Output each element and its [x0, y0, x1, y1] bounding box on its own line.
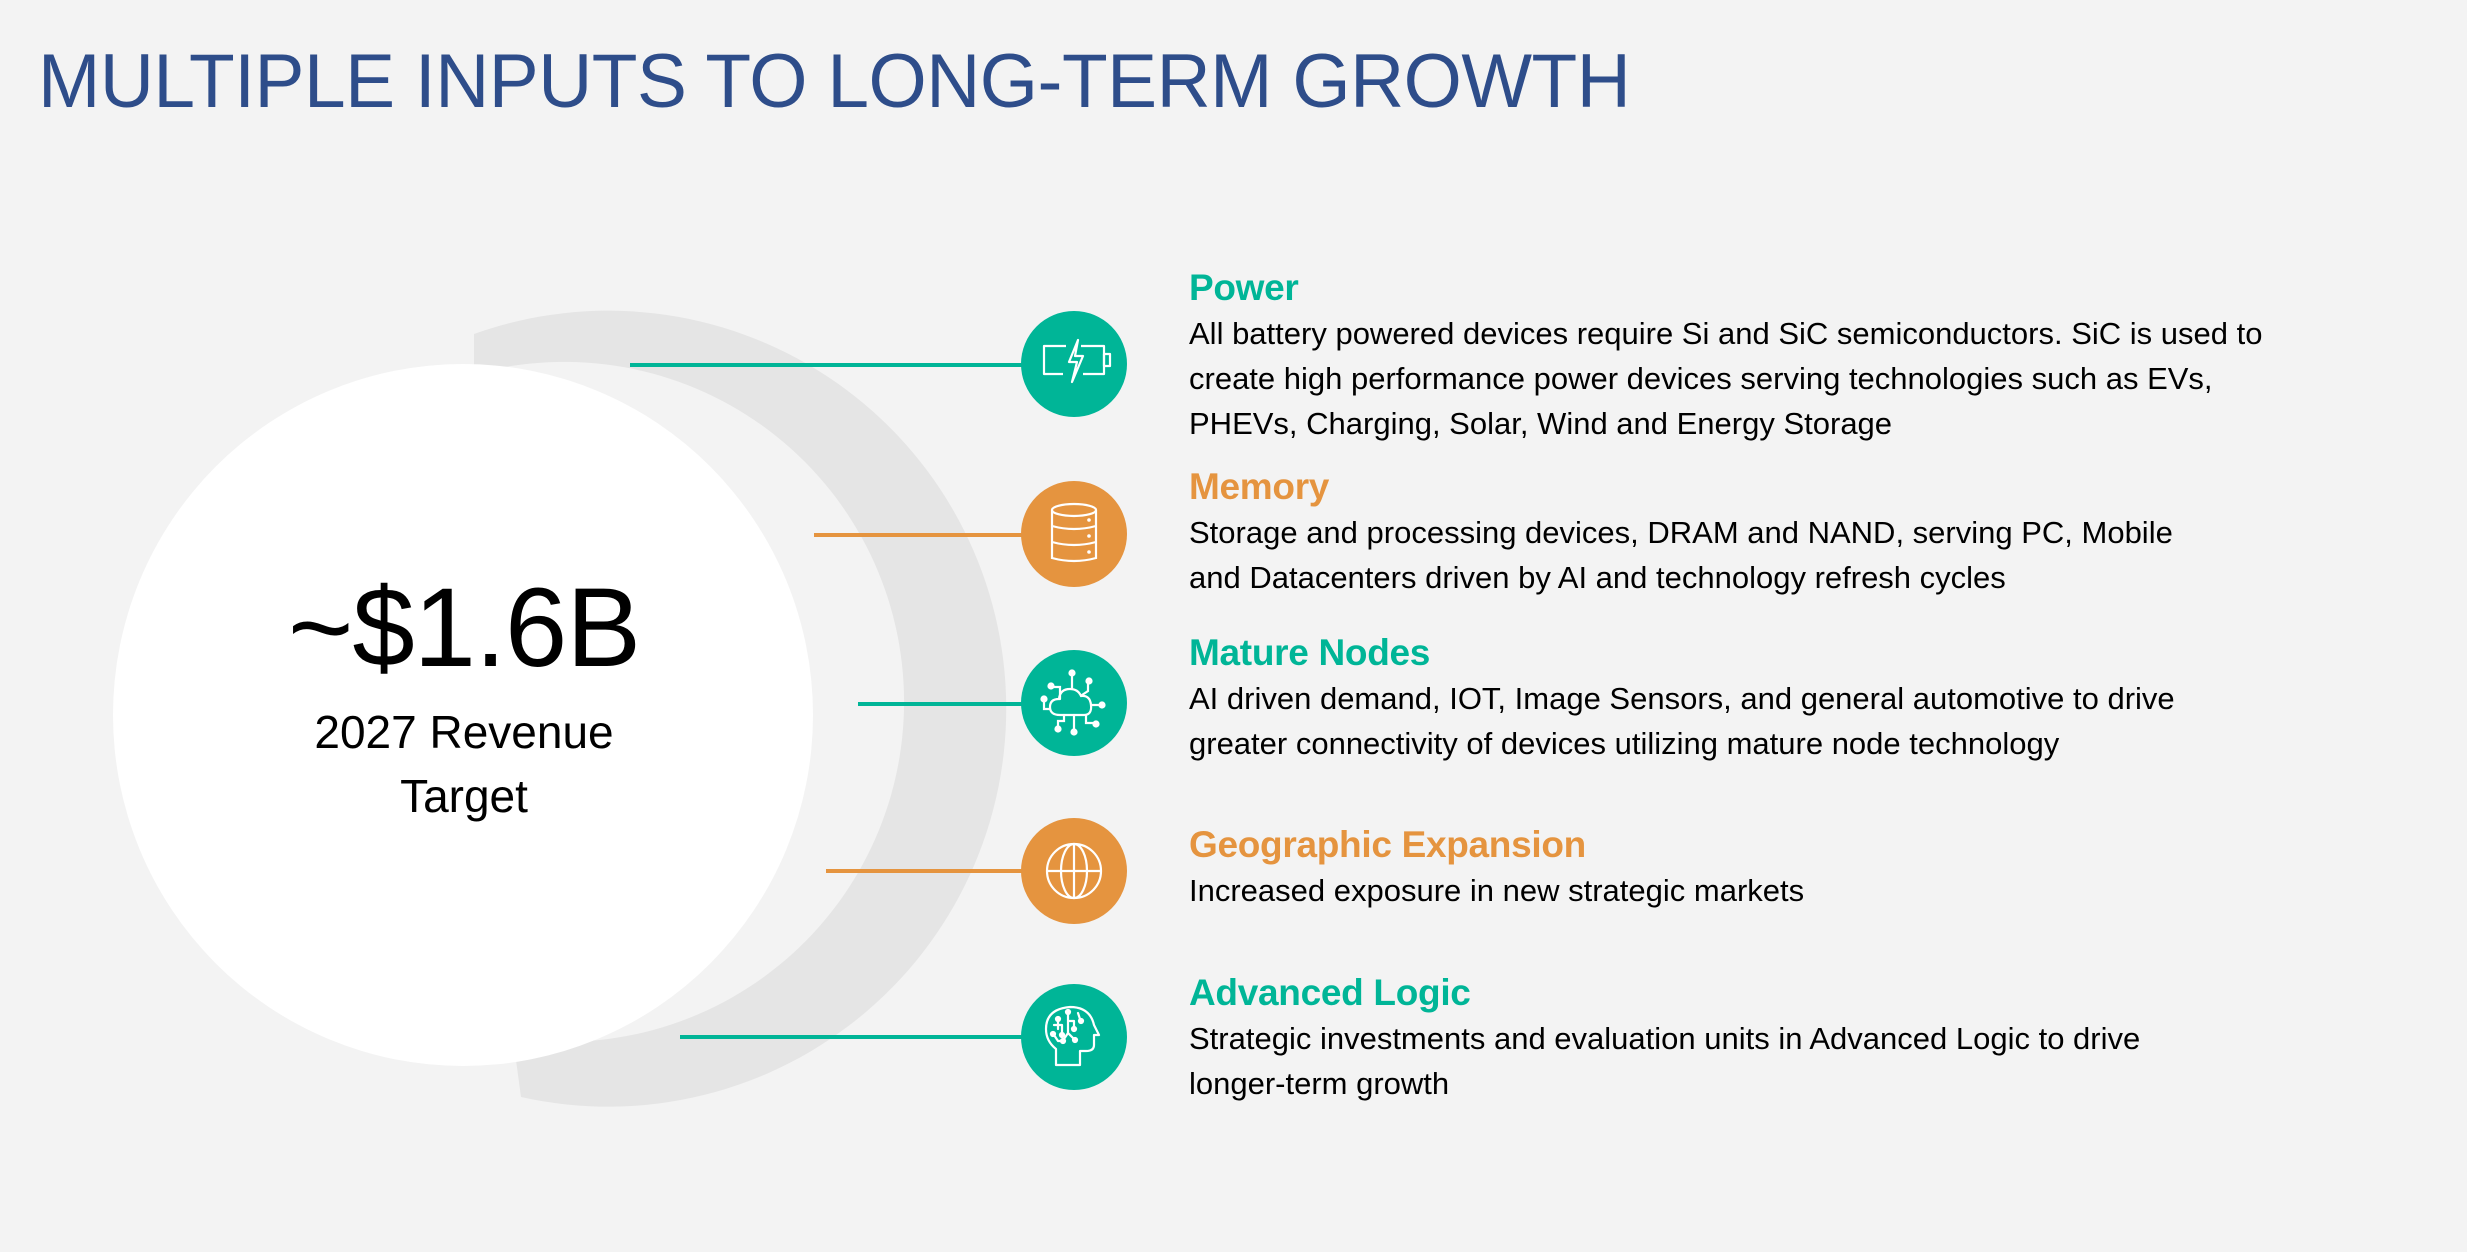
hub-content: ~$1.6B 2027 Revenue Target — [113, 364, 815, 1066]
mature-nodes-icon-badge — [1021, 650, 1127, 756]
globe-icon — [1045, 842, 1103, 900]
revenue-target-value: ~$1.6B — [287, 565, 641, 690]
item-heading-power: Power — [1189, 267, 1299, 308]
memory-icon-badge — [1021, 481, 1127, 587]
item-geographic-expansion: Geographic Expansion Increased exposure … — [1189, 822, 2419, 913]
revenue-target-label: 2027 Revenue Target — [314, 700, 613, 828]
item-body-line: and Datacenters driven by AI and technol… — [1189, 560, 2006, 595]
power-icon-badge — [1021, 311, 1127, 417]
item-memory: Memory Storage and processing devices, D… — [1189, 464, 2419, 600]
ai-head-icon — [1044, 1005, 1101, 1067]
item-body-power: All battery powered devices require Si a… — [1189, 311, 2419, 446]
item-body-mature-nodes: AI driven demand, IOT, Image Sensors, an… — [1189, 676, 2419, 766]
battery-charging-icon — [1042, 338, 1112, 384]
revenue-label-line-1: 2027 Revenue — [314, 706, 614, 758]
item-heading-mature-nodes: Mature Nodes — [1189, 632, 1431, 673]
item-body-line: greater connectivity of devices utilizin… — [1189, 726, 2060, 761]
item-body-line: Storage and processing devices, DRAM and… — [1189, 515, 2173, 550]
item-body-line: Strategic investments and evaluation uni… — [1189, 1021, 2141, 1056]
page-title: MULTIPLE INPUTS TO LONG-TERM GROWTH — [38, 39, 1631, 124]
item-body-line: PHEVs, Charging, Solar, Wind and Energy … — [1189, 406, 1893, 441]
revenue-label-line-2: Target — [400, 770, 528, 822]
database-icon — [1050, 502, 1098, 563]
item-power: Power All battery powered devices requir… — [1189, 265, 2419, 446]
item-body-geographic-expansion: Increased exposure in new strategic mark… — [1189, 868, 2419, 913]
item-body-line: create high performance power devices se… — [1189, 361, 2213, 396]
cloud-network-icon — [1040, 669, 1106, 736]
item-body-memory: Storage and processing devices, DRAM and… — [1189, 510, 2419, 600]
item-body-line: longer-term growth — [1189, 1066, 1450, 1101]
item-body-advanced-logic: Strategic investments and evaluation uni… — [1189, 1016, 2419, 1106]
item-advanced-logic: Advanced Logic Strategic investments and… — [1189, 970, 2419, 1106]
item-heading-memory: Memory — [1189, 466, 1330, 507]
item-body-line: All battery powered devices require Si a… — [1189, 316, 2263, 351]
geographic-icon-badge — [1021, 818, 1127, 924]
item-body-line: Increased exposure in new strategic mark… — [1189, 873, 1805, 908]
item-body-line: AI driven demand, IOT, Image Sensors, an… — [1189, 681, 2175, 716]
hub-circle — [113, 364, 813, 1066]
progress-arc — [474, 310, 1007, 1107]
item-heading-advanced-logic: Advanced Logic — [1189, 972, 1471, 1013]
item-heading-geographic-expansion: Geographic Expansion — [1189, 824, 1586, 865]
advanced-logic-icon-badge — [1021, 984, 1127, 1090]
item-mature-nodes: Mature Nodes AI driven demand, IOT, Imag… — [1189, 630, 2419, 766]
